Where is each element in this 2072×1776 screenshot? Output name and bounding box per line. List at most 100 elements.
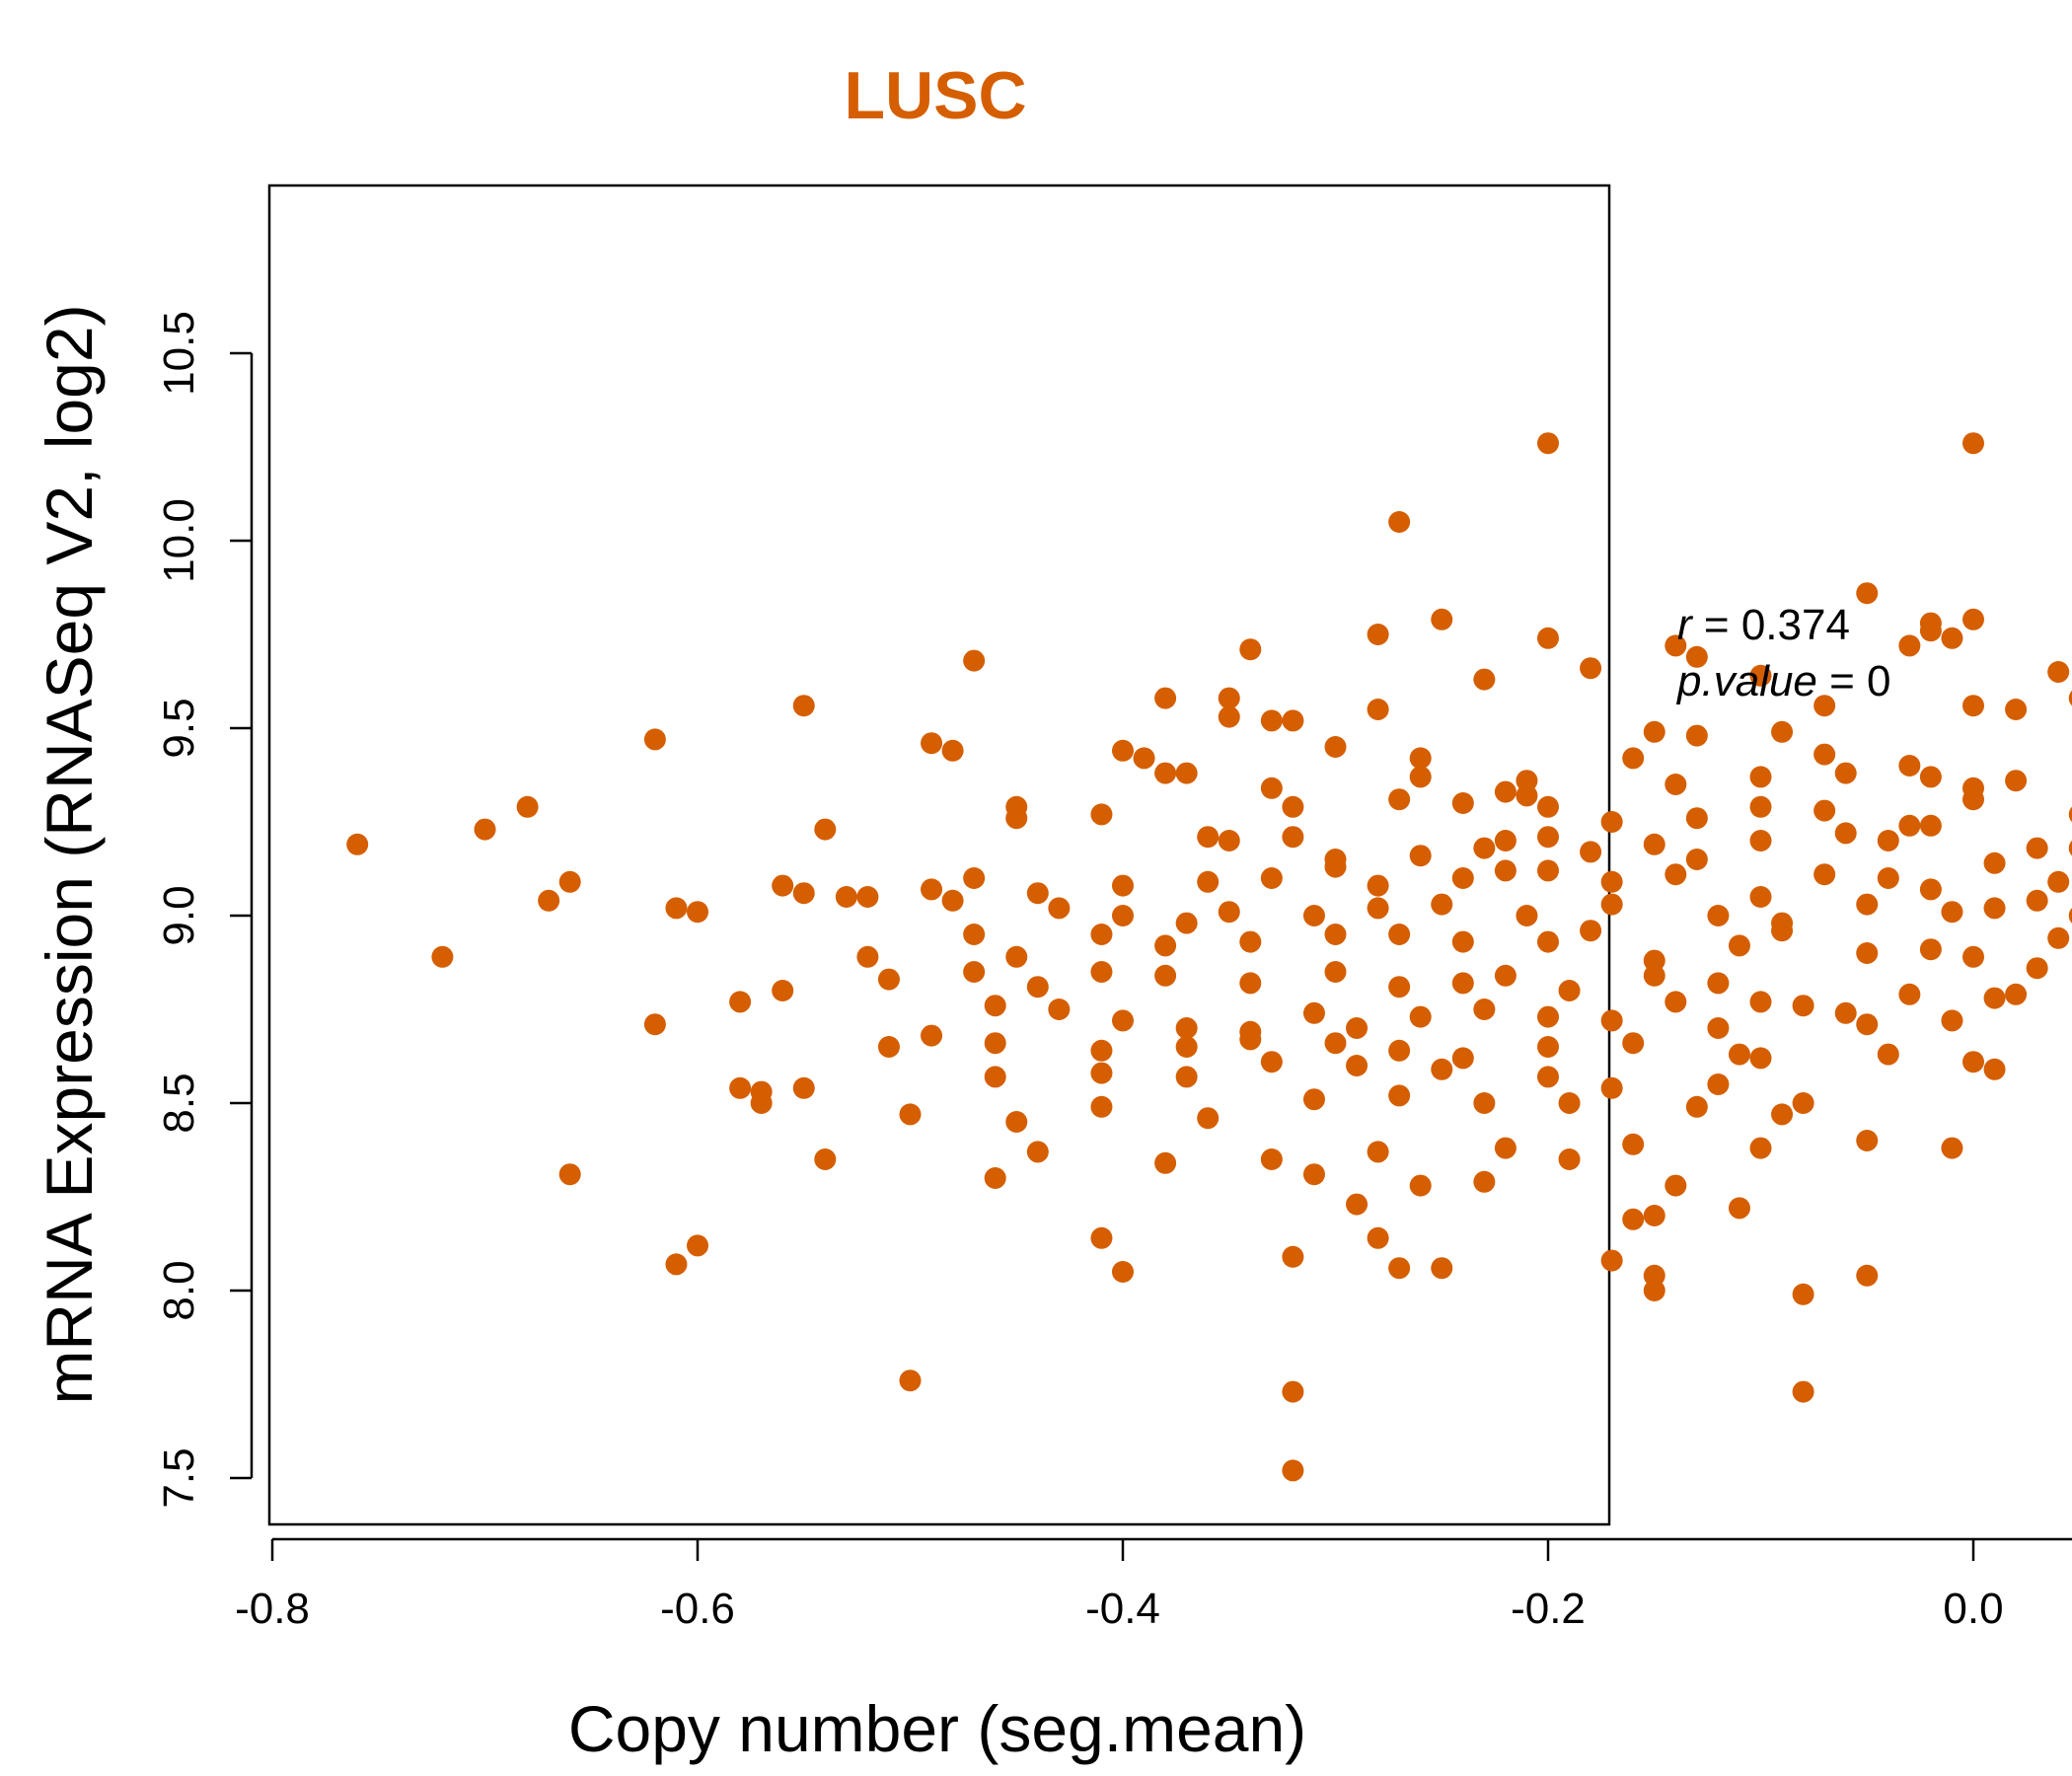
data-point	[1962, 695, 1984, 717]
data-point	[1749, 1047, 1772, 1070]
data-point	[2005, 770, 2028, 792]
data-point	[1218, 687, 1240, 709]
p-value-stat: p.value = 0	[1675, 657, 1891, 705]
data-point	[1026, 976, 1049, 999]
data-point	[921, 1024, 943, 1047]
data-point	[1112, 874, 1134, 897]
data-point	[1685, 1095, 1708, 1118]
data-point	[1197, 870, 1220, 893]
data-point	[1962, 1051, 1984, 1073]
data-point	[921, 732, 943, 755]
data-point	[1792, 1092, 1814, 1114]
data-point	[1516, 784, 1538, 807]
data-point	[1431, 893, 1453, 916]
data-point	[1516, 770, 1538, 792]
data-point	[2005, 983, 2028, 1005]
data-point	[984, 1167, 1006, 1189]
data-point	[1494, 830, 1517, 851]
data-point	[1643, 949, 1665, 972]
data-point	[1388, 788, 1411, 811]
data-point	[2068, 806, 2072, 823]
data-point	[1919, 878, 1942, 901]
data-point	[1600, 893, 1623, 916]
data-point	[1941, 1009, 1963, 1032]
data-point	[1302, 1088, 1325, 1111]
data-point	[1580, 841, 1602, 863]
y-tick-label: 9.5	[155, 698, 203, 758]
data-point	[1048, 999, 1071, 1020]
data-point	[1983, 897, 2006, 920]
data-point	[1983, 1058, 2006, 1080]
data-point	[2047, 870, 2070, 893]
data-point	[1749, 1137, 1772, 1159]
data-point	[1898, 634, 1921, 657]
data-point	[1537, 1036, 1559, 1058]
data-point	[963, 867, 986, 889]
data-point	[1600, 1249, 1623, 1272]
data-point	[1494, 1137, 1517, 1159]
data-point	[1749, 830, 1772, 851]
data-point	[1558, 1092, 1581, 1114]
data-point	[1962, 432, 1984, 455]
data-point	[1218, 901, 1240, 924]
plot-frame	[267, 184, 1611, 1526]
data-point	[1665, 991, 1687, 1013]
data-point	[1856, 893, 1879, 916]
data-point	[1239, 638, 1262, 661]
data-point	[474, 818, 496, 841]
data-point	[2026, 957, 2048, 980]
data-point	[1537, 1066, 1559, 1088]
data-point	[1813, 863, 1836, 886]
data-point	[1983, 851, 2006, 874]
data-point	[1324, 924, 1347, 945]
data-point	[729, 991, 752, 1013]
data-point	[1473, 837, 1496, 859]
y-axis-ticks: 7.5 8.0 8.5 9.0 9.5 10.0 10.5	[155, 311, 252, 1509]
data-point	[1218, 830, 1240, 851]
data-point	[1260, 1148, 1283, 1170]
data-point	[1282, 1245, 1304, 1268]
data-point	[1324, 1032, 1347, 1055]
data-point	[1239, 930, 1262, 953]
data-point	[1643, 1280, 1665, 1301]
data-point	[538, 889, 560, 912]
data-point	[772, 874, 794, 897]
data-point	[1749, 886, 1772, 908]
data-point	[1451, 930, 1474, 953]
data-point	[1260, 1051, 1283, 1073]
data-point	[2068, 840, 2072, 856]
data-point	[1090, 1039, 1113, 1062]
data-point	[1409, 1005, 1432, 1028]
data-point	[1749, 766, 1772, 788]
data-point	[1302, 1001, 1325, 1024]
data-point	[1175, 912, 1198, 934]
data-point	[1600, 1009, 1623, 1032]
data-point	[643, 1013, 666, 1036]
data-point	[1537, 826, 1559, 849]
data-point	[1388, 976, 1411, 999]
data-point	[1175, 1036, 1198, 1058]
data-point	[835, 886, 857, 908]
data-point	[1622, 1133, 1645, 1155]
data-point	[814, 1148, 837, 1170]
data-point	[1026, 882, 1049, 905]
data-point	[1431, 1257, 1453, 1280]
data-point	[1346, 1017, 1369, 1039]
data-point	[984, 1032, 1006, 1055]
data-point	[1600, 870, 1623, 893]
x-axis-label: Copy number (seg.mean)	[568, 1692, 1306, 1765]
data-point	[346, 833, 369, 855]
data-point	[792, 695, 815, 717]
data-point	[1813, 799, 1836, 822]
data-point	[963, 924, 986, 945]
data-point	[1133, 747, 1155, 770]
data-point	[1388, 1039, 1411, 1062]
data-point	[1154, 1151, 1177, 1174]
data-point	[1600, 811, 1623, 833]
data-point	[1494, 780, 1517, 803]
data-point	[1622, 747, 1645, 770]
data-point	[1282, 709, 1304, 732]
data-point	[1324, 961, 1347, 983]
data-point	[1919, 766, 1942, 788]
